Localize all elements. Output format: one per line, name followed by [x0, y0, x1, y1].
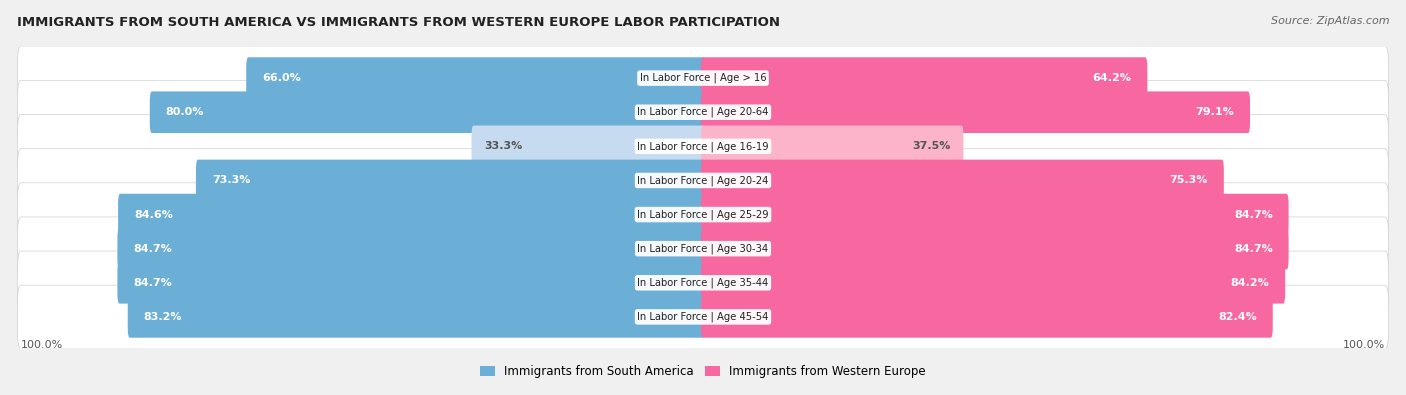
FancyBboxPatch shape — [17, 81, 1389, 144]
Text: 80.0%: 80.0% — [166, 107, 204, 117]
FancyBboxPatch shape — [702, 194, 1289, 235]
FancyBboxPatch shape — [195, 160, 704, 201]
FancyBboxPatch shape — [117, 228, 704, 269]
Text: 83.2%: 83.2% — [143, 312, 183, 322]
FancyBboxPatch shape — [17, 251, 1389, 314]
FancyBboxPatch shape — [702, 91, 1250, 133]
Text: 37.5%: 37.5% — [912, 141, 950, 151]
Text: 73.3%: 73.3% — [212, 175, 250, 185]
FancyBboxPatch shape — [17, 149, 1389, 212]
Text: 66.0%: 66.0% — [262, 73, 301, 83]
Text: In Labor Force | Age 20-64: In Labor Force | Age 20-64 — [637, 107, 769, 117]
Text: 100.0%: 100.0% — [1343, 340, 1385, 350]
FancyBboxPatch shape — [17, 217, 1389, 280]
Text: 84.6%: 84.6% — [134, 210, 173, 220]
FancyBboxPatch shape — [471, 126, 704, 167]
FancyBboxPatch shape — [702, 262, 1285, 304]
Text: 100.0%: 100.0% — [21, 340, 63, 350]
Text: 84.7%: 84.7% — [134, 278, 172, 288]
Text: In Labor Force | Age 30-34: In Labor Force | Age 30-34 — [637, 243, 769, 254]
FancyBboxPatch shape — [17, 285, 1389, 349]
FancyBboxPatch shape — [117, 262, 704, 304]
Text: IMMIGRANTS FROM SOUTH AMERICA VS IMMIGRANTS FROM WESTERN EUROPE LABOR PARTICIPAT: IMMIGRANTS FROM SOUTH AMERICA VS IMMIGRA… — [17, 16, 780, 29]
Text: In Labor Force | Age 45-54: In Labor Force | Age 45-54 — [637, 312, 769, 322]
FancyBboxPatch shape — [17, 183, 1389, 246]
FancyBboxPatch shape — [17, 46, 1389, 110]
Text: Source: ZipAtlas.com: Source: ZipAtlas.com — [1271, 16, 1389, 26]
Text: 75.3%: 75.3% — [1170, 175, 1208, 185]
Text: 84.7%: 84.7% — [1234, 244, 1272, 254]
Legend: Immigrants from South America, Immigrants from Western Europe: Immigrants from South America, Immigrant… — [481, 365, 925, 378]
Text: In Labor Force | Age 25-29: In Labor Force | Age 25-29 — [637, 209, 769, 220]
Text: 82.4%: 82.4% — [1218, 312, 1257, 322]
FancyBboxPatch shape — [702, 57, 1147, 99]
Text: 79.1%: 79.1% — [1195, 107, 1234, 117]
FancyBboxPatch shape — [702, 160, 1223, 201]
Text: In Labor Force | Age 20-24: In Labor Force | Age 20-24 — [637, 175, 769, 186]
Text: 64.2%: 64.2% — [1092, 73, 1132, 83]
FancyBboxPatch shape — [128, 296, 704, 338]
FancyBboxPatch shape — [702, 296, 1272, 338]
Text: 84.2%: 84.2% — [1230, 278, 1270, 288]
FancyBboxPatch shape — [118, 194, 704, 235]
FancyBboxPatch shape — [17, 115, 1389, 178]
FancyBboxPatch shape — [702, 228, 1289, 269]
FancyBboxPatch shape — [246, 57, 704, 99]
FancyBboxPatch shape — [702, 126, 963, 167]
Text: In Labor Force | Age > 16: In Labor Force | Age > 16 — [640, 73, 766, 83]
Text: 84.7%: 84.7% — [1234, 210, 1272, 220]
FancyBboxPatch shape — [150, 91, 704, 133]
Text: In Labor Force | Age 35-44: In Labor Force | Age 35-44 — [637, 278, 769, 288]
Text: 33.3%: 33.3% — [484, 141, 522, 151]
Text: In Labor Force | Age 16-19: In Labor Force | Age 16-19 — [637, 141, 769, 152]
Text: 84.7%: 84.7% — [134, 244, 172, 254]
